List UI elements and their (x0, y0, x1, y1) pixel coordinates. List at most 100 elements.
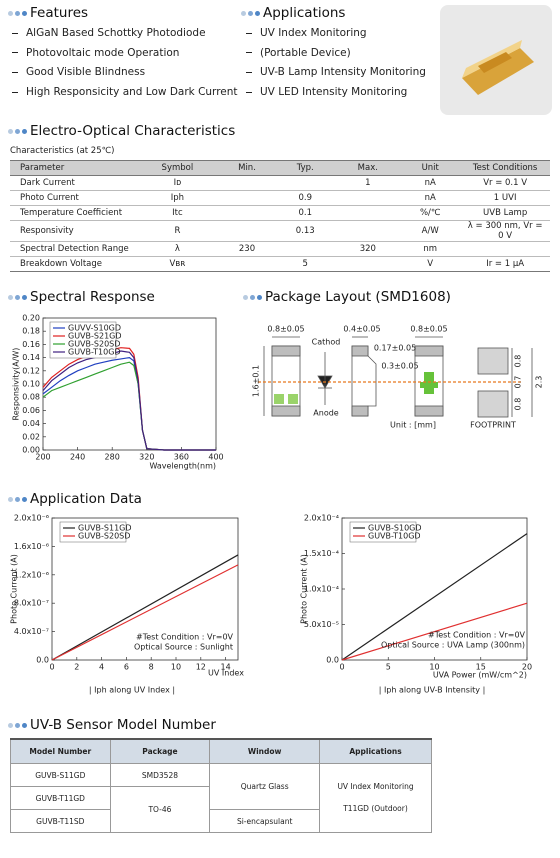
legend-label: GUVV-S10GD (68, 324, 121, 333)
series-line (51, 564, 239, 661)
x-tick-label: 5 (386, 663, 391, 672)
pin-label: Cathod (312, 338, 341, 347)
heading-text: Application Data (30, 491, 142, 507)
cell: Spectral Detection Range (10, 241, 136, 257)
header-cell: Model Number (10, 738, 111, 764)
legend-box (349, 521, 417, 543)
heading-text: Electro-Optical Characteristics (30, 123, 236, 139)
cell: Vr = 0.1 V (460, 175, 550, 191)
y-tick-label: 0.10 (22, 380, 40, 389)
heading-text: Spectral Response (30, 289, 155, 305)
y-tick-label: 0.16 (22, 340, 40, 349)
y-tick-label: 1.5x10⁻⁴ (304, 549, 339, 558)
item-text: UV-B Lamp Intensity Monitoring (260, 66, 426, 79)
die (274, 394, 284, 404)
package-cell: TO-46 (109, 786, 211, 833)
y-tick-label: 0.06 (22, 406, 40, 415)
empty-cell (275, 175, 336, 191)
section-heading: Package Layout (SMD1608) (243, 289, 451, 305)
dim-label: 0.17±0.05 (374, 344, 416, 353)
series-line (51, 554, 239, 661)
header-row: Model Number Package Window Applications (10, 738, 432, 764)
header-cell: Parameter (10, 160, 136, 176)
model-cell: GUVB-T11GD (10, 786, 111, 810)
dim-label: 0.8±0.05 (410, 325, 447, 334)
header-cell: Typ. (275, 160, 336, 176)
characteristics-table: Parameter Symbol Min. Typ. Max. Unit Test Cond… (10, 160, 550, 272)
bullet-dash (246, 71, 252, 73)
list-item: AlGaN Based Schottky Photodiode (12, 27, 206, 39)
x-tick-label: 240 (70, 453, 85, 462)
item-text: Good Visible Blindness (26, 66, 146, 79)
list-item: Photovoltaic mode Operation (12, 47, 179, 59)
footprint-pad (477, 347, 509, 375)
cell: Responsivity (10, 220, 136, 242)
header-cell: Max. (335, 160, 401, 176)
y-tick-label: 0.08 (22, 393, 40, 402)
row: Responsivity R 0.13 A/W λ = 300 nm, Vr = 0 V (10, 220, 550, 242)
dim-label: 2.3 (535, 376, 544, 389)
annotation: #Test Condition : Vr=0V (428, 631, 526, 640)
heading-text: UV-B Sensor Model Number (30, 717, 216, 733)
package-cell: SMD3528 (109, 763, 211, 787)
die (288, 394, 298, 404)
annotation: Optical Source : UVA Lamp (300nm) (381, 641, 525, 650)
legend-label: GUVB-S20SD (78, 532, 130, 541)
application-text: UV Index Monitoring (337, 782, 414, 791)
list-item: UV-B Lamp Intensity Monitoring (246, 66, 426, 78)
y-tick-label: 0.04 (22, 419, 40, 428)
unit-label: Unit : [mm] (390, 421, 436, 430)
y-tick-label: 4.0x10⁻⁷ (14, 627, 49, 636)
y-tick-label: 5.0x10⁻⁵ (304, 620, 339, 629)
item-text: High Responsicity and Low Dark Current (26, 86, 238, 99)
row: Spectral Detection Range λ 230 320 nm (10, 241, 550, 257)
empty-cell (218, 175, 276, 191)
empty-cell (335, 256, 401, 272)
header-cell: Test Conditions (460, 160, 550, 176)
cell: λ (135, 241, 219, 257)
header-cell: Symbol (135, 160, 219, 176)
x-tick-label: 15 (476, 663, 486, 672)
header-cell: Min. (218, 160, 276, 176)
cell: 1 UVI (460, 190, 550, 206)
empty-cell (218, 256, 276, 272)
cell: Iᴅ (135, 175, 219, 191)
cell: 320 (335, 241, 401, 257)
cell: 230 (218, 241, 276, 257)
top-view (271, 345, 301, 417)
chip-body (462, 48, 534, 95)
cell: nA (400, 190, 461, 206)
cell: 5 (275, 256, 336, 272)
heading-text: Package Layout (SMD1608) (265, 289, 451, 305)
y-tick-label: 2.0x10⁻⁶ (14, 514, 49, 523)
cell: Photo Current (10, 190, 136, 206)
empty-cell (335, 205, 401, 221)
row: Dark Current Iᴅ 1 nA Vr = 0.1 V (10, 175, 550, 191)
legend-label: GUVB-S20SD (68, 340, 120, 349)
row: Breakdown Voltage Vʙʀ 5 V Ir = 1 μA (10, 256, 550, 272)
section-heading: Features (8, 5, 88, 21)
y-tick-label: 0.0 (36, 656, 49, 665)
applications-cell: UV Index Monitoring T11GD (Outdoor) (319, 763, 432, 833)
dim-label: 0.7 (514, 376, 523, 389)
cell: A/W (400, 220, 461, 242)
table-caption: Characteristics (at 25℃) (10, 146, 115, 156)
legend-label: GUVB-S11GD (78, 524, 132, 533)
y-tick-label: 1.0x10⁻⁴ (304, 585, 339, 594)
bullet-dash (12, 71, 18, 73)
bullet-dash (12, 52, 18, 54)
header-cell: Window (209, 738, 321, 764)
row: Photo Current Iph 0.9 nA 1 UVI (10, 190, 550, 206)
cell: Temperature Coefficient (10, 205, 136, 221)
bullet-dash (12, 32, 18, 34)
y-tick-label: 1.2x10⁻⁶ (14, 570, 49, 579)
chart-caption: | Iph along UV-B Intensity | (379, 686, 486, 695)
legend-label: GUVB-T10GD (68, 348, 121, 357)
dim-label: 0.8 (514, 398, 523, 411)
dim-label: 1.6±0.1 (252, 365, 261, 397)
cell: %/℃ (400, 205, 461, 221)
empty-cell (218, 220, 276, 242)
y-tick-label: 2.0x10⁻⁴ (304, 514, 339, 523)
x-tick-label: 10 (171, 663, 181, 672)
list-item: Good Visible Blindness (12, 66, 145, 78)
